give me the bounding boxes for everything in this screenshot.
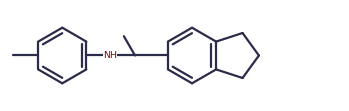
Text: NH: NH	[103, 51, 117, 60]
